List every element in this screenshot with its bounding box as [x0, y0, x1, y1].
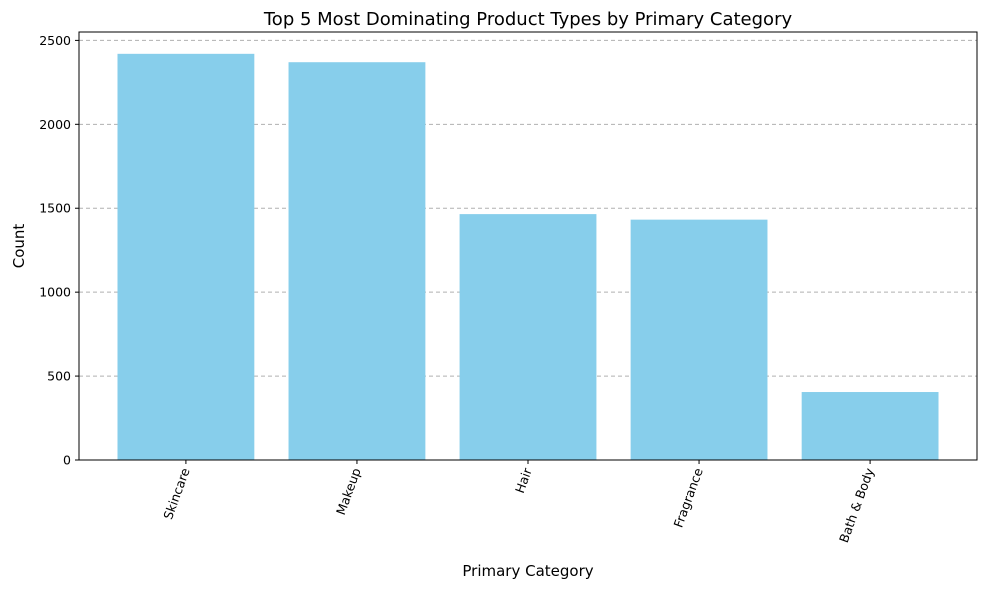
y-tick-label: 2000: [39, 117, 71, 132]
bar-hair: [459, 214, 597, 460]
bar-bath-body: [801, 392, 939, 460]
y-tick-label: 1500: [39, 201, 71, 216]
x-tick-label: Skincare: [160, 466, 193, 522]
bar-skincare: [117, 53, 255, 460]
y-tick-label: 2500: [39, 33, 71, 48]
x-tick-label: Fragrance: [670, 466, 706, 530]
x-tick-label: Hair: [512, 465, 535, 495]
bars: [117, 53, 939, 461]
bar-fragrance: [630, 219, 768, 460]
y-tick-label: 500: [47, 369, 71, 384]
y-axis-ticks: 0 500 1000 1500 2000 2500: [39, 33, 79, 468]
bar-makeup: [288, 62, 426, 461]
y-axis-label: Count: [10, 224, 28, 269]
y-tick-label: 1000: [39, 285, 71, 300]
chart-title: Top 5 Most Dominating Product Types by P…: [263, 9, 793, 30]
y-tick-label: 0: [63, 453, 71, 468]
x-tick-label: Bath & Body: [836, 465, 877, 544]
x-axis-ticks: Skincare Makeup Hair Fragrance Bath & Body: [160, 460, 877, 545]
x-tick-label: Makeup: [333, 466, 364, 517]
x-axis-label: Primary Category: [462, 562, 593, 580]
